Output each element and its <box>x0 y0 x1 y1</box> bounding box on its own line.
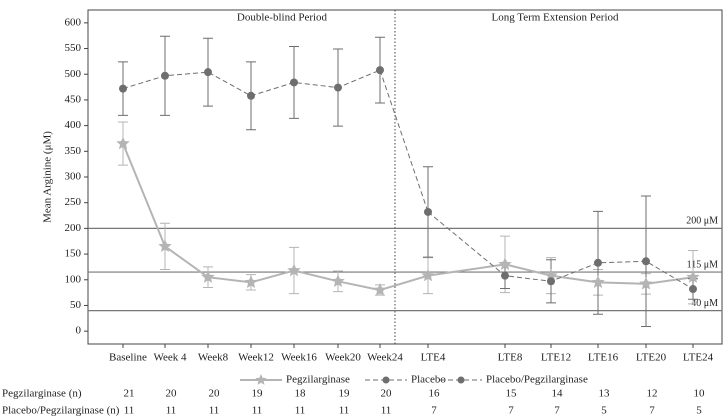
x-tick-label: Week 4 <box>153 352 187 364</box>
y-tick-label: 300 <box>65 171 82 183</box>
y-tick-label: 450 <box>65 93 82 105</box>
series-line <box>427 211 694 290</box>
y-tick-label: 100 <box>65 273 82 285</box>
legend-marker <box>457 376 465 384</box>
count-value: 15 <box>506 388 518 400</box>
count-value: 7 <box>649 405 655 417</box>
y-tick-label: 400 <box>65 119 82 131</box>
count-value: 7 <box>431 405 437 417</box>
count-value: 18 <box>295 388 307 400</box>
count-value: 20 <box>209 388 221 400</box>
y-tick-label: 150 <box>65 248 82 260</box>
x-tick-label: Baseline <box>109 352 147 364</box>
legend-label: Placebo/Pegzilarginase <box>486 374 588 386</box>
marker <box>119 84 127 93</box>
x-tick-label: Week16 <box>281 352 317 364</box>
marker <box>686 270 700 283</box>
marker <box>424 207 432 216</box>
y-tick-label: 200 <box>65 222 82 234</box>
marker <box>290 78 298 87</box>
marker <box>334 83 342 92</box>
x-tick-label: Week24 <box>367 352 403 364</box>
marker <box>204 68 212 77</box>
legend-label: Placebo <box>411 374 446 386</box>
marker <box>498 257 512 270</box>
count-value: 11 <box>295 405 306 417</box>
x-tick-label: LTE20 <box>636 352 667 364</box>
marker <box>591 275 605 288</box>
count-value: 20 <box>166 388 178 400</box>
count-value: 5 <box>696 405 702 417</box>
y-tick-label: 350 <box>65 145 82 157</box>
y-tick-label: 50 <box>70 299 82 311</box>
y-tick-label: 550 <box>65 42 82 54</box>
count-value: 12 <box>647 388 658 400</box>
count-value: 14 <box>552 388 564 400</box>
y-tick-label: 0 <box>76 325 82 337</box>
series-connector <box>379 69 429 213</box>
plot-frame <box>87 9 723 345</box>
count-value: 20 <box>381 388 393 400</box>
marker <box>247 91 255 100</box>
count-value: 11 <box>339 405 350 417</box>
legend-marker <box>382 376 390 384</box>
count-value: 5 <box>601 405 607 417</box>
count-value: 21 <box>124 388 135 400</box>
count-value: 11 <box>381 405 392 417</box>
y-axis-label: Mean Arginine (μM) <box>42 131 54 223</box>
marker <box>373 283 387 296</box>
count-row-label: Pegzilarginase (n) <box>2 388 82 400</box>
marker <box>642 257 650 266</box>
marker <box>158 239 172 252</box>
marker <box>287 263 301 277</box>
legend-label: Pegzilarginase <box>286 374 350 386</box>
marker <box>547 277 555 286</box>
legend-marker <box>255 374 267 385</box>
count-value: 19 <box>252 388 264 400</box>
period-label: Double-blind Period <box>237 12 328 24</box>
marker <box>331 274 345 287</box>
count-value: 7 <box>554 405 560 417</box>
x-tick-label: Week8 <box>198 352 229 364</box>
marker <box>244 275 258 288</box>
x-tick-label: LTE24 <box>683 352 714 364</box>
y-tick-label: 600 <box>65 16 82 28</box>
y-tick-label: 250 <box>65 196 82 208</box>
marker <box>594 258 602 267</box>
reference-label: 40 μM <box>691 298 718 309</box>
x-tick-label: Week12 <box>238 352 274 364</box>
count-value: 11 <box>124 405 135 417</box>
count-value: 19 <box>339 388 351 400</box>
marker <box>161 71 169 80</box>
count-value: 11 <box>252 405 263 417</box>
marker <box>201 270 215 283</box>
x-tick-label: LTE8 <box>498 352 523 364</box>
count-row-label: Placebo/Pegzilarginase (n) <box>2 405 120 417</box>
x-tick-label: Week20 <box>325 352 361 364</box>
count-value: 11 <box>209 405 220 417</box>
marker <box>689 285 697 294</box>
x-tick-label: LTE4 <box>421 352 446 364</box>
x-tick-label: LTE12 <box>541 352 571 364</box>
reference-label: 200 μM <box>686 216 718 227</box>
marker <box>116 136 130 150</box>
period-label: Long Term Extension Period <box>491 12 619 24</box>
marker <box>639 276 653 290</box>
count-value: 13 <box>599 388 611 400</box>
marker <box>544 268 558 282</box>
marker <box>421 268 435 282</box>
count-value: 11 <box>166 405 177 417</box>
count-value: 16 <box>429 388 441 400</box>
count-value: 10 <box>694 388 706 400</box>
x-tick-label: LTE16 <box>588 352 619 364</box>
count-value: 7 <box>508 405 514 417</box>
y-tick-label: 500 <box>65 68 82 80</box>
marker <box>376 66 384 75</box>
reference-label: 115 μM <box>687 259 718 270</box>
marker <box>501 271 509 280</box>
